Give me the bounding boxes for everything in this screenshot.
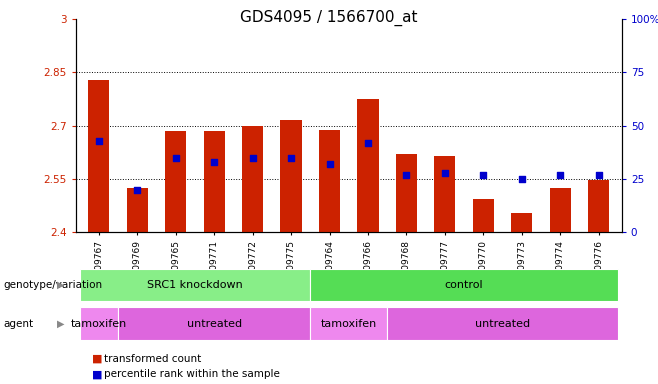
Text: percentile rank within the sample: percentile rank within the sample bbox=[104, 369, 280, 379]
Point bbox=[209, 159, 219, 165]
Point bbox=[594, 172, 604, 178]
Bar bbox=[311, 269, 618, 301]
Point bbox=[401, 172, 412, 178]
Bar bbox=[165, 131, 186, 232]
Bar bbox=[118, 307, 311, 340]
Point bbox=[440, 170, 450, 176]
Text: ▶: ▶ bbox=[57, 318, 65, 329]
Text: tamoxifen: tamoxifen bbox=[320, 318, 377, 329]
Bar bbox=[80, 307, 118, 340]
Text: agent: agent bbox=[3, 318, 34, 329]
Bar bbox=[88, 79, 109, 232]
Bar bbox=[311, 307, 387, 340]
Bar bbox=[473, 199, 494, 232]
Bar bbox=[203, 131, 224, 232]
Text: untreated: untreated bbox=[187, 318, 241, 329]
Text: transformed count: transformed count bbox=[104, 354, 201, 364]
Bar bbox=[280, 121, 301, 232]
Bar bbox=[319, 130, 340, 232]
Bar bbox=[80, 269, 311, 301]
Text: untreated: untreated bbox=[475, 318, 530, 329]
Point bbox=[478, 172, 489, 178]
Point bbox=[132, 187, 143, 193]
Text: genotype/variation: genotype/variation bbox=[3, 280, 103, 290]
Point bbox=[363, 140, 373, 146]
Point bbox=[286, 155, 296, 161]
Bar bbox=[549, 188, 571, 232]
Text: GDS4095 / 1566700_at: GDS4095 / 1566700_at bbox=[240, 10, 418, 26]
Bar bbox=[126, 188, 148, 232]
Point bbox=[517, 176, 527, 182]
Bar bbox=[434, 156, 455, 232]
Point bbox=[93, 137, 104, 144]
Bar bbox=[242, 126, 263, 232]
Text: ■: ■ bbox=[92, 354, 103, 364]
Text: ▶: ▶ bbox=[57, 280, 65, 290]
Text: SRC1 knockdown: SRC1 knockdown bbox=[147, 280, 243, 290]
Bar bbox=[511, 213, 532, 232]
Point bbox=[247, 155, 258, 161]
Point bbox=[555, 172, 565, 178]
Bar bbox=[396, 154, 417, 232]
Point bbox=[324, 161, 335, 167]
Point bbox=[170, 155, 181, 161]
Bar bbox=[357, 99, 378, 232]
Text: control: control bbox=[445, 280, 484, 290]
Text: ■: ■ bbox=[92, 369, 103, 379]
Bar bbox=[387, 307, 618, 340]
Text: tamoxifen: tamoxifen bbox=[70, 318, 127, 329]
Bar bbox=[588, 180, 609, 232]
